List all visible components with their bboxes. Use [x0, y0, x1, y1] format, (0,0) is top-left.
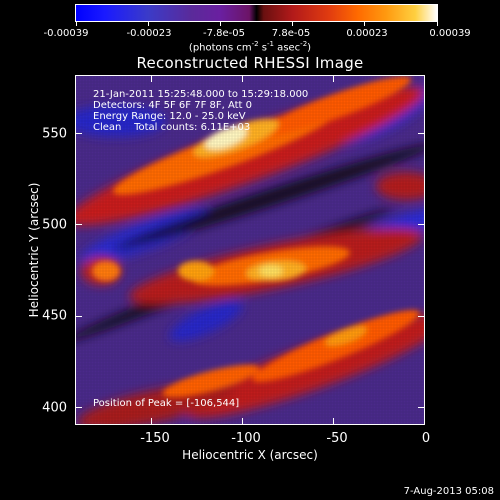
y-tick-label: 400: [42, 400, 67, 416]
peak-position-text: Position of Peak = [-106,544]: [93, 398, 240, 409]
y-tick: [76, 316, 82, 317]
rhessi-image: [75, 75, 425, 425]
y-tick-label: 500: [42, 217, 67, 233]
colorbar-tick-label: -0.00023: [126, 28, 172, 39]
colorbar-tick: [148, 22, 149, 26]
x-tick: [151, 76, 152, 82]
detectors-text: Detectors: 4F 5F 6F 7F 8F, Att 0: [93, 100, 253, 111]
colorbar-tick: [364, 22, 365, 26]
colorbar-tick-label: 0.00023: [346, 28, 388, 39]
y-tick: [418, 133, 424, 134]
colorbar: [75, 4, 438, 22]
y-axis-title: Heliocentric Y (arcsec): [27, 182, 41, 318]
heatmap-graphic: [76, 76, 424, 424]
x-tick: [333, 418, 334, 424]
colorbar-tick: [220, 22, 221, 26]
colorbar-units: (photons cm-2 s-1 asec-2): [188, 40, 312, 54]
colorbar-tick: [292, 22, 293, 26]
colorbar-tick: [437, 22, 438, 26]
x-tick-label: -150: [140, 431, 170, 446]
energy-range-text: Energy Range: 12.0 - 25.0 keV: [93, 111, 246, 122]
y-tick-label: 450: [42, 308, 67, 324]
x-tick-label: -50: [326, 431, 348, 446]
clean-counts-text: Clean Total counts: 6.11E+03: [93, 122, 251, 133]
y-tick: [418, 407, 424, 408]
colorbar-tick-label: 0.00039: [429, 28, 471, 39]
footer-date: 7-Aug-2013 05:08: [403, 486, 494, 497]
y-tick-label: 550: [42, 126, 67, 142]
colorbar-tick-label: 7.8e-05: [271, 28, 311, 39]
image-title: Reconstructed RHESSI Image: [136, 54, 364, 72]
x-tick-label: -100: [231, 431, 261, 446]
colorbar-tick-label: -0.00039: [43, 28, 89, 39]
y-tick: [418, 316, 424, 317]
x-tick: [151, 418, 152, 424]
x-tick: [242, 418, 243, 424]
y-tick: [76, 133, 82, 134]
colorbar-tick: [76, 22, 77, 26]
y-tick: [418, 224, 424, 225]
x-tick: [333, 76, 334, 82]
x-tick-label: 0: [421, 431, 431, 446]
colorbar-tick-label: -7.8e-05: [203, 28, 245, 39]
y-tick: [76, 224, 82, 225]
x-tick: [242, 76, 243, 82]
x-tick: [424, 418, 425, 424]
y-tick: [76, 407, 82, 408]
x-axis-title: Heliocentric X (arcsec): [182, 448, 318, 462]
time-range-text: 21-Jan-2011 15:25:48.000 to 15:29:18.000: [93, 89, 309, 100]
